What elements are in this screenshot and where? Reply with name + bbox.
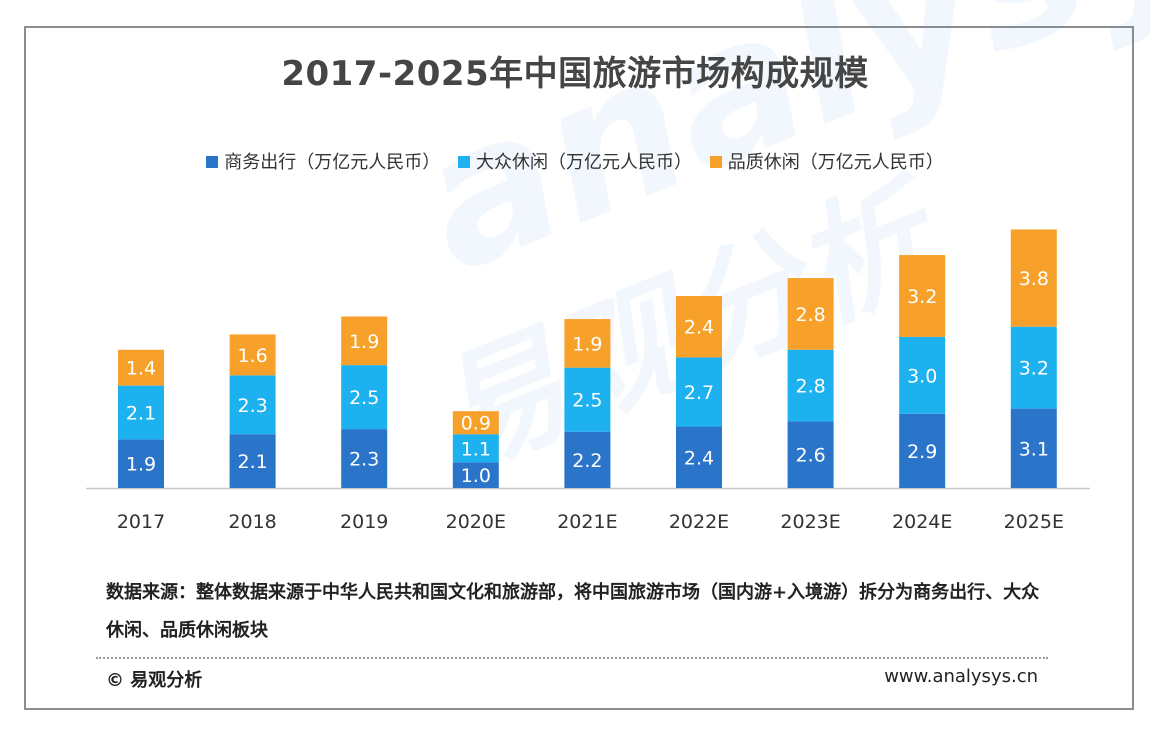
bar-business-2017 — [118, 439, 164, 488]
x-tick-label-2017: 2017 — [117, 511, 165, 533]
chart-title: 2017-2025年中国旅游市场构成规模 — [281, 54, 869, 94]
bar-mass-leisure-2022E — [676, 357, 722, 427]
bar-mass-leisure-2017 — [118, 385, 164, 440]
data-label-quality-leisure-2021E: 1.9 — [572, 333, 602, 355]
bar-mass-leisure-2020E — [452, 434, 499, 463]
bar-quality-leisure-2021E — [564, 319, 611, 368]
source-note: 数据来源：整体数据来源于中华人民共和国文化和旅游部，将中国旅游市场（国内游+入境… — [106, 582, 1040, 641]
data-label-mass-leisure-2024E: 3.0 — [907, 365, 937, 387]
data-label-business-2022E: 2.4 — [684, 447, 714, 469]
bar-quality-leisure-2017 — [118, 349, 164, 386]
bar-business-2021E — [564, 431, 611, 488]
data-label-mass-leisure-2022E: 2.7 — [684, 382, 714, 404]
data-label-quality-leisure-2020E: 0.9 — [461, 413, 491, 435]
bar-mass-leisure-2018 — [229, 375, 276, 435]
data-label-mass-leisure-2017: 2.1 — [126, 402, 156, 424]
website-link[interactable]: www.analysys.cn — [884, 666, 1038, 687]
x-tick-label-2024E: 2024E — [892, 511, 952, 533]
data-label-business-2020E: 1.0 — [461, 465, 491, 487]
x-tick-label-2019: 2019 — [340, 511, 388, 533]
bar-quality-leisure-2025E — [1010, 229, 1057, 327]
stacked-bar-chart: 1.9 2.1 1.4 2017 2.1 2.3 1.6 2018 2.3 2.5 1.9 2019 1… — [86, 229, 1090, 533]
data-label-quality-leisure-2025E: 3.8 — [1019, 268, 1049, 290]
data-label-business-2017: 1.9 — [126, 454, 156, 476]
bar-quality-leisure-2022E — [676, 296, 722, 358]
legend-label-mass-leisure: 大众休闲（万亿元人民币） — [476, 152, 692, 173]
x-tick-label-2020E: 2020E — [446, 511, 506, 533]
x-tick-label-2023E: 2023E — [780, 511, 840, 533]
data-label-quality-leisure-2019: 1.9 — [349, 331, 379, 353]
data-label-business-2025E: 3.1 — [1019, 438, 1049, 460]
copyright: © 易观分析 — [106, 670, 203, 691]
bar-mass-leisure-2023E — [787, 349, 834, 422]
legend-swatch-quality-leisure — [709, 156, 722, 168]
legend-item-quality-leisure: 品质休闲（万亿元人民币） — [709, 148, 944, 174]
bar-quality-leisure-2020E — [452, 411, 499, 435]
data-label-quality-leisure-2023E: 2.8 — [795, 304, 825, 326]
x-tick-label-2022E: 2022E — [669, 511, 729, 533]
legend-item-business: 商务出行（万亿元人民币） — [206, 148, 440, 174]
data-label-quality-leisure-2017: 1.4 — [126, 358, 156, 380]
data-label-business-2019: 2.3 — [349, 449, 379, 471]
legend-swatch-business — [206, 156, 219, 168]
bar-business-2024E — [899, 413, 946, 488]
data-label-business-2018: 2.1 — [237, 451, 267, 473]
legend-label-business: 商务出行（万亿元人民币） — [224, 152, 441, 173]
data-label-mass-leisure-2018: 2.3 — [237, 395, 267, 417]
data-label-business-2023E: 2.6 — [795, 445, 825, 467]
legend-label-quality-leisure: 品质休闲（万亿元人民币） — [727, 152, 944, 173]
x-tick-label-2018: 2018 — [228, 511, 276, 533]
data-label-quality-leisure-2024E: 3.2 — [907, 286, 937, 308]
bar-business-2022E — [676, 426, 722, 488]
data-label-mass-leisure-2020E: 1.1 — [461, 438, 491, 460]
footer-divider — [96, 657, 1048, 659]
data-label-mass-leisure-2023E: 2.8 — [795, 376, 825, 398]
x-tick-label-2021E: 2021E — [557, 511, 617, 533]
bar-business-2019 — [341, 429, 388, 488]
chart-legend: 商务出行（万亿元人民币） 大众休闲（万亿元人民币） 品质休闲（万亿元人民币） — [0, 148, 1150, 174]
legend-swatch-mass-leisure — [458, 156, 470, 168]
data-label-quality-leisure-2018: 1.6 — [237, 345, 267, 367]
legend-item-mass-leisure: 大众休闲（万亿元人民币） — [458, 148, 692, 174]
data-label-mass-leisure-2019: 2.5 — [349, 387, 379, 409]
bar-mass-leisure-2025E — [1010, 326, 1057, 409]
bar-mass-leisure-2019 — [341, 365, 388, 430]
bar-quality-leisure-2024E — [899, 255, 946, 337]
bar-mass-leisure-2021E — [564, 367, 611, 432]
bar-business-2023E — [787, 421, 834, 488]
bar-business-2020E — [452, 462, 499, 488]
bar-business-2025E — [1010, 408, 1057, 488]
bar-mass-leisure-2024E — [899, 336, 946, 414]
bar-quality-leisure-2023E — [787, 278, 834, 350]
bar-quality-leisure-2018 — [229, 334, 276, 376]
data-label-quality-leisure-2022E: 2.4 — [684, 317, 714, 339]
data-label-mass-leisure-2021E: 2.5 — [572, 390, 602, 412]
x-tick-label-2025E: 2025E — [1004, 511, 1064, 533]
bar-quality-leisure-2019 — [341, 316, 388, 366]
data-label-business-2021E: 2.2 — [572, 450, 602, 472]
bar-business-2018 — [229, 434, 276, 488]
data-label-mass-leisure-2025E: 3.2 — [1019, 358, 1049, 380]
data-label-business-2024E: 2.9 — [907, 441, 937, 463]
